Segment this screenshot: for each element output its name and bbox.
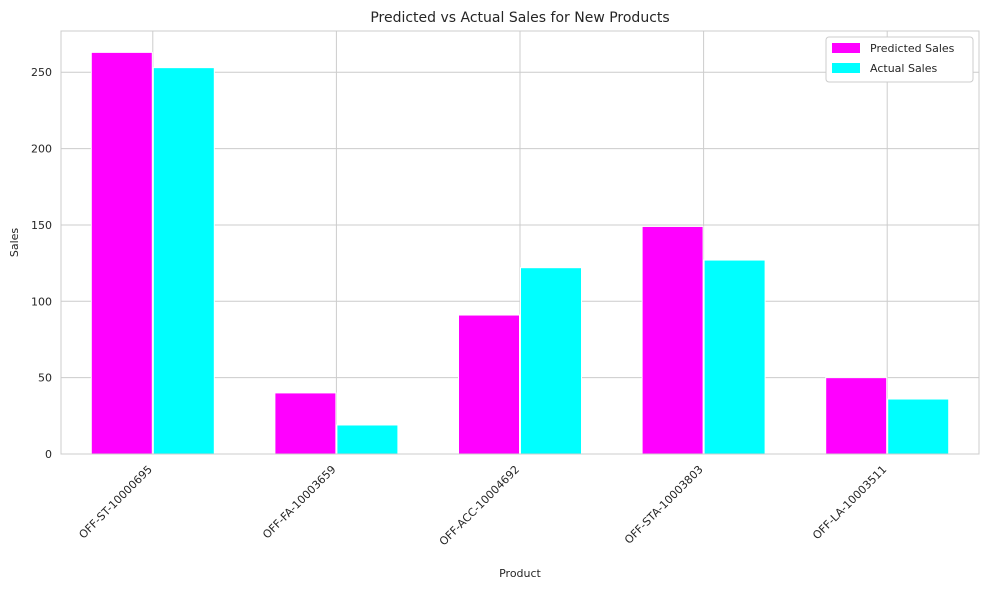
y-tick-label: 250 bbox=[31, 66, 52, 79]
y-tick-label: 50 bbox=[38, 372, 52, 385]
legend-swatch-predicted bbox=[832, 43, 860, 53]
y-tick-label: 150 bbox=[31, 219, 52, 232]
plot-frame bbox=[60, 30, 980, 455]
legend: Predicted Sales Actual Sales bbox=[825, 36, 974, 83]
legend-label-predicted: Predicted Sales bbox=[870, 42, 955, 55]
y-tick-label: 100 bbox=[31, 295, 52, 308]
actual-sales-bar bbox=[336, 424, 399, 455]
y-tick-labels: 0 50 100 150 200 250 bbox=[31, 66, 52, 461]
y-tick-label: 200 bbox=[31, 143, 52, 156]
x-axis-label: Product bbox=[499, 567, 541, 580]
actual-sales-bar bbox=[520, 267, 582, 455]
predicted-sales-bar bbox=[825, 377, 888, 455]
actual-sales-bar bbox=[887, 398, 950, 455]
actual-sales-bar bbox=[703, 259, 766, 455]
legend-swatch-actual bbox=[832, 63, 860, 73]
y-axis-label: Sales bbox=[8, 228, 21, 258]
predicted-sales-bar bbox=[90, 51, 153, 455]
legend-box bbox=[825, 36, 974, 83]
legend-label-actual: Actual Sales bbox=[870, 62, 938, 75]
y-tick-label: 0 bbox=[45, 448, 52, 461]
chart-title: Predicted vs Actual Sales for New Produc… bbox=[370, 10, 669, 26]
actual-sales-bar bbox=[152, 67, 215, 455]
predicted-sales-bar bbox=[641, 225, 704, 455]
bars bbox=[90, 51, 950, 455]
predicted-sales-bar bbox=[274, 392, 337, 455]
predicted-sales-bar bbox=[458, 314, 520, 455]
